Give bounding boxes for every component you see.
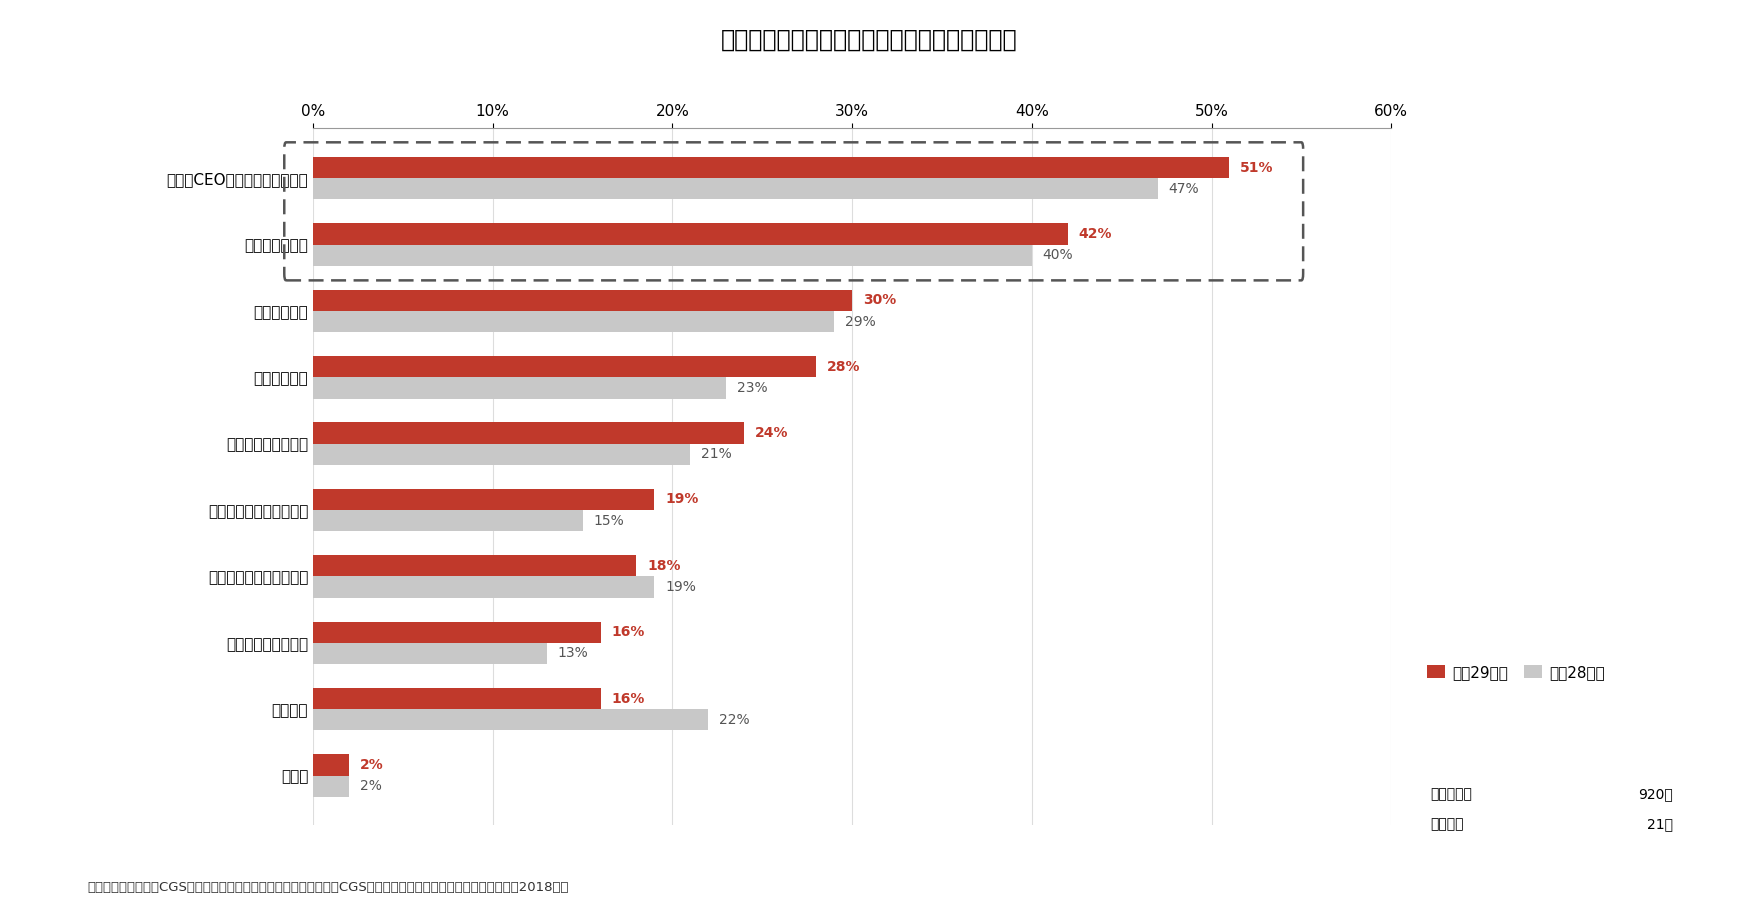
Bar <box>313 245 1031 266</box>
Bar <box>313 643 546 664</box>
Bar <box>313 555 636 577</box>
Text: 51%: 51% <box>1240 160 1273 174</box>
Text: 21社: 21社 <box>1647 817 1673 832</box>
Text: 16%: 16% <box>612 625 645 639</box>
Bar <box>313 577 654 598</box>
Bar <box>313 377 727 399</box>
Text: 2%: 2% <box>360 779 381 793</box>
Bar <box>313 510 583 531</box>
Bar <box>313 709 708 730</box>
Text: 21%: 21% <box>701 447 732 461</box>
Text: 有効回答数: 有効回答数 <box>1431 787 1473 801</box>
Text: 29%: 29% <box>845 315 876 328</box>
Text: 23%: 23% <box>737 381 767 395</box>
Bar <box>313 444 690 465</box>
Text: 920社: 920社 <box>1638 787 1673 801</box>
Bar <box>313 423 744 444</box>
Text: 18%: 18% <box>647 558 680 573</box>
Text: 15%: 15% <box>593 514 624 527</box>
Bar <box>313 688 600 709</box>
Text: 30%: 30% <box>863 293 896 307</box>
Text: 47%: 47% <box>1169 182 1198 196</box>
Legend: 平成29年度, 平成28年度: 平成29年度, 平成28年度 <box>1421 658 1612 686</box>
Bar <box>313 311 835 332</box>
Text: 42%: 42% <box>1078 226 1111 241</box>
Text: 22%: 22% <box>720 713 750 727</box>
Text: 19%: 19% <box>666 492 699 506</box>
Bar <box>313 622 600 643</box>
Text: 【図表３】取締役会で議論が不足している事項: 【図表３】取締役会で議論が不足している事項 <box>722 28 1017 51</box>
Bar <box>313 224 1068 245</box>
Bar <box>313 178 1158 199</box>
Text: 13%: 13% <box>558 646 588 660</box>
Text: 出所：経済産業省「CGSガイドラインのフォローアップについて（CGS研究会（第２期）第３回事務局資料）」（2018年）: 出所：経済産業省「CGSガイドラインのフォローアップについて（CGS研究会（第２… <box>87 881 569 894</box>
Text: 2%: 2% <box>360 757 384 772</box>
Bar <box>313 157 1229 178</box>
Text: 16%: 16% <box>612 691 645 705</box>
Text: 40%: 40% <box>1043 249 1073 262</box>
Bar <box>313 755 350 776</box>
Bar <box>313 356 816 377</box>
Text: 24%: 24% <box>755 426 788 440</box>
Bar <box>313 489 654 510</box>
Bar <box>313 290 852 311</box>
Text: 19%: 19% <box>666 580 696 594</box>
Text: 回答なし: 回答なし <box>1431 817 1464 832</box>
Text: 28%: 28% <box>828 359 861 373</box>
Bar <box>313 776 350 797</box>
